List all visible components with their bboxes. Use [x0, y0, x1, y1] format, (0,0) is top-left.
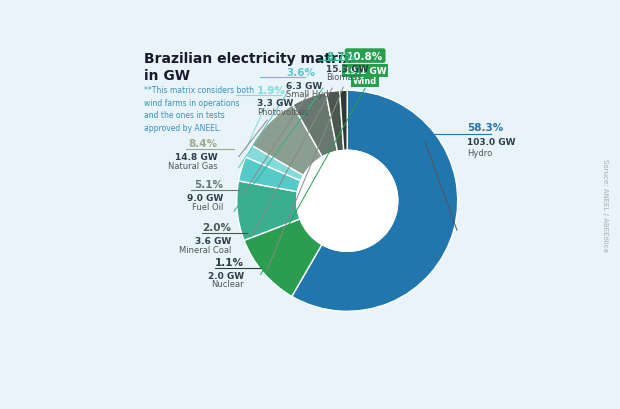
Text: 1.1%: 1.1%: [215, 257, 244, 267]
Text: Mineral Coal: Mineral Coal: [179, 245, 231, 254]
Text: 9.0 GW: 9.0 GW: [187, 193, 223, 202]
Text: Soruce: ANEEL / ABEEólica: Soruce: ANEEL / ABEEólica: [603, 158, 609, 251]
Text: 2.0%: 2.0%: [203, 222, 231, 233]
Text: Brazilian electricity matrix: Brazilian electricity matrix: [144, 52, 352, 66]
Wedge shape: [237, 182, 300, 241]
Text: 19.1 GW: 19.1 GW: [344, 67, 386, 76]
Text: Nuclear: Nuclear: [211, 280, 244, 289]
Text: Fuel Oil: Fuel Oil: [192, 202, 223, 211]
Text: 10.8%: 10.8%: [347, 52, 383, 61]
Text: 3.6 GW: 3.6 GW: [195, 237, 231, 246]
Text: Wind: Wind: [353, 77, 377, 86]
Text: in GW: in GW: [144, 69, 190, 83]
Text: Photovoltaic: Photovoltaic: [257, 108, 309, 117]
Text: 8.4%: 8.4%: [188, 139, 218, 148]
Text: Hydro: Hydro: [467, 148, 492, 157]
Text: Small Hydro: Small Hydro: [286, 90, 337, 99]
Wedge shape: [246, 146, 304, 181]
Text: 103.0 GW: 103.0 GW: [467, 138, 516, 147]
Text: 1.9%: 1.9%: [257, 86, 286, 96]
Text: 2.0 GW: 2.0 GW: [208, 271, 244, 280]
Text: 3.6%: 3.6%: [286, 68, 315, 78]
Circle shape: [297, 151, 397, 252]
Wedge shape: [252, 106, 322, 176]
Text: **This matrix considers both
wind farms in operations
and the ones in tests
appr: **This matrix considers both wind farms …: [144, 86, 254, 132]
Wedge shape: [244, 219, 322, 297]
Text: 3.3 GW: 3.3 GW: [257, 99, 293, 108]
Wedge shape: [292, 91, 458, 312]
Text: 14.8 GW: 14.8 GW: [175, 153, 218, 162]
Text: 8.7%: 8.7%: [326, 52, 355, 61]
Text: 5.1%: 5.1%: [194, 180, 223, 189]
Wedge shape: [239, 157, 301, 192]
Text: 58.3%: 58.3%: [467, 123, 503, 133]
Text: 15.3 GW: 15.3 GW: [326, 65, 369, 74]
Text: 6.3 GW: 6.3 GW: [286, 81, 322, 90]
Wedge shape: [293, 93, 337, 157]
Wedge shape: [326, 91, 343, 152]
Wedge shape: [340, 91, 347, 151]
Text: Natural Gas: Natural Gas: [168, 161, 218, 170]
Text: Biomass: Biomass: [326, 73, 361, 82]
